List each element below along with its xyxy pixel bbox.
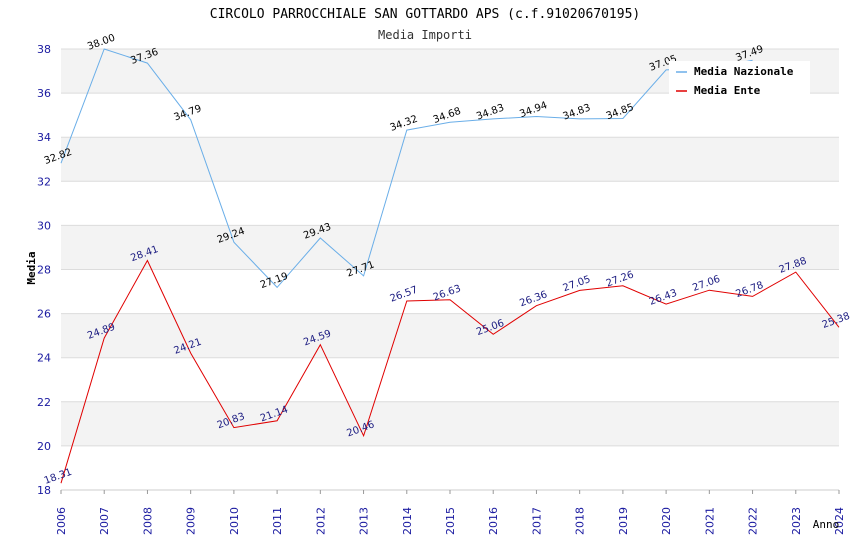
x-tick-label: 2020 (660, 507, 673, 535)
y-axis: 18 20 22 24 26 28 30 32 34 36 38 (37, 43, 51, 497)
y-tick-label: 26 (37, 308, 51, 321)
legend-label-media-ente: Media Ente (694, 84, 761, 97)
x-axis: 2006 2007 2008 2009 2010 2011 2012 2013 2014 2015… (55, 489, 846, 535)
series-line-media-nazionale (60, 48, 753, 289)
y-tick-label: 20 (37, 440, 51, 453)
grid-band (61, 181, 839, 226)
x-tick-label: 2018 (574, 507, 587, 535)
x-tick-label: 2008 (141, 507, 154, 535)
x-tick-label: 2006 (55, 507, 68, 535)
legend-label-media-nazionale: Media Nazionale (694, 65, 794, 78)
y-tick-label: 30 (37, 219, 51, 232)
legend-box (669, 61, 810, 95)
y-tick-label: 34 (37, 131, 51, 144)
series-line-media-ente (60, 259, 840, 484)
grid-band (61, 137, 839, 182)
x-tick-label: 2010 (228, 507, 241, 535)
y-axis-label: Media (25, 251, 38, 284)
x-tick-label: 2016 (487, 507, 500, 535)
y-tick-label: 24 (37, 352, 51, 365)
x-tick-label: 2017 (530, 507, 543, 535)
y-tick-label: 22 (37, 396, 51, 409)
y-tick-label: 38 (37, 43, 51, 56)
x-tick-label: 2022 (747, 507, 760, 535)
legend: Media Nazionale Media Ente (669, 61, 810, 97)
grid-band (61, 313, 839, 358)
chart-subtitle: Media Importi (378, 28, 472, 42)
x-tick-label: 2019 (617, 507, 630, 535)
x-tick-label: 2009 (185, 507, 198, 535)
chart-title: CIRCOLO PARROCCHIALE SAN GOTTARDO APS (c… (210, 7, 640, 22)
grid-band (61, 93, 839, 138)
series-group (60, 48, 840, 484)
plot-background (61, 48, 839, 491)
y-tick-label: 32 (37, 175, 51, 188)
y-tick-label: 28 (37, 264, 51, 277)
grid-band (61, 357, 839, 402)
x-tick-label: 2013 (358, 507, 371, 535)
grid-band (61, 269, 839, 314)
grid-band (61, 225, 839, 270)
x-tick-label: 2011 (271, 507, 284, 535)
x-tick-label: 2012 (314, 507, 327, 535)
x-tick-label: 2015 (444, 507, 457, 535)
x-tick-label: 2023 (790, 507, 803, 535)
grid-band (61, 445, 839, 490)
y-tick-label: 36 (37, 87, 51, 100)
grid-band (61, 401, 839, 446)
x-axis-label: Anno (813, 518, 840, 531)
x-tick-label: 2014 (401, 507, 414, 535)
x-tick-label: 2024 (833, 507, 846, 535)
y-tick-label: 18 (37, 484, 51, 497)
x-tick-label: 2021 (703, 507, 716, 535)
x-tick-label: 2007 (98, 507, 111, 535)
